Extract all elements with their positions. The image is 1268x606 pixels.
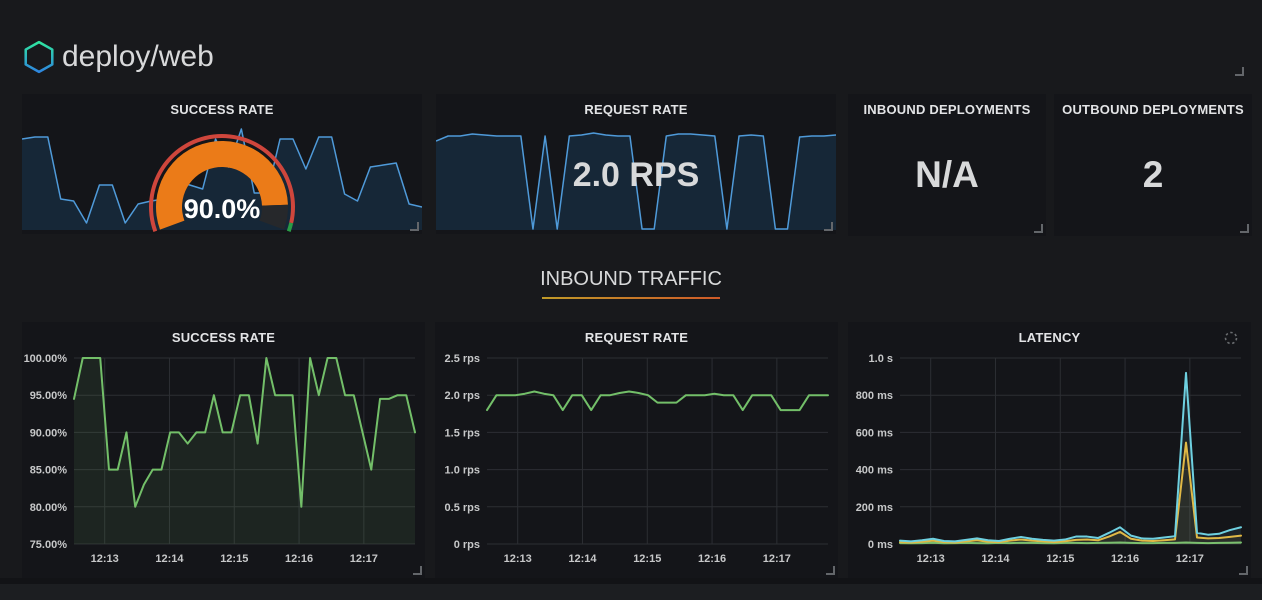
y-axis-tick-label: 400 ms [856,465,893,477]
x-axis-tick-label: 12:15 [1046,553,1074,565]
y-axis-tick-label: 80.00% [30,502,68,514]
x-axis-tick-label: 12:16 [1111,553,1139,565]
request-rate-sparkline [435,128,837,230]
series-line-p95 [899,441,1242,544]
y-axis-tick-label: 90.00% [30,427,68,439]
section-title: INBOUND TRAFFIC [540,268,722,290]
resize-handle[interactable] [1240,224,1249,233]
resize-handle[interactable] [413,566,422,575]
request-rate-graph[interactable]: 2.5 rps 2.0 rps 1.5 rps 1.0 rps 0.5 rps 0 rps… [435,350,838,572]
x-axis-tick-label: 12:14 [568,553,597,565]
x-axis-tick-label: 12:17 [1176,553,1204,565]
series-line-request rate [486,390,829,412]
y-axis-tick-label: 1.0 s [869,353,893,365]
y-axis-tick-label: 1.0 rps [445,465,480,477]
section-underline [542,297,720,299]
gauge-arc [259,204,289,230]
x-axis-tick-label: 12:16 [285,553,313,565]
y-axis-tick-label: 100.00% [24,353,68,365]
panel-title[interactable]: LATENCY [1018,330,1081,345]
x-axis-tick-label: 12:14 [981,553,1010,565]
y-axis-tick-label: 600 ms [856,427,893,439]
resize-handle[interactable] [826,566,835,575]
x-axis-tick-label: 12:13 [91,553,119,565]
loading-spinner-icon [1224,331,1238,345]
panel-request-rate-stat: REQUEST RATE 2.0 RPS [435,94,837,234]
header-panel: deploy/web [0,0,1254,80]
success-rate-graph[interactable]: 100.00% 95.00% 90.00% 85.00% 80.00% 75.00% 12:… [22,350,425,572]
y-axis-tick-label: 95.00% [30,390,68,402]
x-axis-tick-label: 12:17 [350,553,378,565]
resize-handle[interactable] [824,222,833,231]
x-axis-tick-label: 12:14 [155,553,184,565]
y-axis-tick-label: 2.5 rps [445,353,480,365]
series-line-p99 [899,371,1242,543]
panel-success-rate-chart: SUCCESS RATE 100.00% 95.00% 90.00% 85.00% 80… [22,322,425,578]
success-rate-gauge [22,94,422,234]
panel-title[interactable]: SUCCESS RATE [170,102,274,117]
panel-latency-chart: LATENCY 1.0 s 800 ms 600 ms 400 ms 200 ms 0 m… [848,322,1251,578]
inbound-deployments-value: N/A [915,154,979,195]
resize-handle[interactable] [1239,566,1248,575]
panel-success-rate-stat: SUCCESS RATE 90.0% [21,94,423,234]
panel-title[interactable]: REQUEST RATE [584,102,688,117]
x-axis-tick-label: 12:15 [220,553,248,565]
panel-outbound-deployments: OUTBOUND DEPLOYMENTS 2 [1054,94,1252,236]
y-axis-tick-label: 0 rps [454,539,480,551]
y-axis-tick-label: 2.0 rps [445,390,480,402]
series-line-success rate [73,357,416,508]
panel-inbound-deployments: INBOUND DEPLOYMENTS N/A [848,94,1046,236]
y-axis-tick-label: 1.5 rps [445,427,480,439]
panel-title[interactable]: INBOUND DEPLOYMENTS [863,102,1031,117]
x-axis-tick-label: 12:15 [633,553,661,565]
x-axis-tick-label: 12:17 [763,553,791,565]
y-axis-tick-label: 800 ms [856,390,893,402]
x-axis-tick-label: 12:13 [504,553,532,565]
outbound-deployments-value: 2 [1142,154,1164,195]
y-axis-tick-label: 0 ms [868,539,893,551]
y-axis-tick-label: 75.00% [30,539,68,551]
row-divider [0,578,1262,584]
x-axis-tick-label: 12:16 [698,553,726,565]
next-row-edge [0,584,1262,600]
resize-handle[interactable] [1235,67,1244,76]
gauge-arc [286,222,294,232]
request-rate-value: 2.0 RPS [572,156,700,194]
panel-title[interactable]: REQUEST RATE [584,330,689,345]
resize-handle[interactable] [410,222,419,231]
panel-title[interactable]: SUCCESS RATE [171,330,276,345]
resize-handle[interactable] [1034,224,1043,233]
gauge-value: 90.0% [183,194,261,224]
sparkline-path [435,132,837,230]
panel-title[interactable]: OUTBOUND DEPLOYMENTS [1062,102,1244,117]
panel-request-rate-chart: REQUEST RATE 2.5 rps 2.0 rps 1.5 rps 1.0 rp… [435,322,838,578]
latency-graph[interactable]: 1.0 s 800 ms 600 ms 400 ms 200 ms 0 ms 12:13 12… [848,350,1251,572]
y-axis-tick-label: 0.5 rps [445,502,480,514]
section-header: INBOUND TRAFFIC [0,268,1262,299]
dashboard-title[interactable]: deploy/web [62,40,214,73]
linkerd-logo-icon [24,40,54,74]
series-fill-success rate [74,358,415,544]
y-axis-tick-label: 85.00% [30,465,68,477]
x-axis-tick-label: 12:13 [917,553,945,565]
gauge-arc [156,141,288,230]
y-axis-tick-label: 200 ms [856,502,893,514]
